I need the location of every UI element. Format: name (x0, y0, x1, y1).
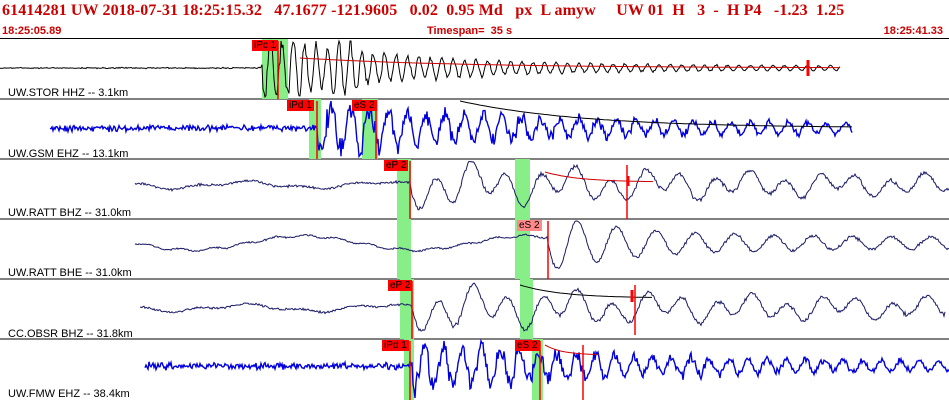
pick-flag-gsm-s[interactable]: eS 2 (352, 100, 377, 111)
p-pick-window (404, 339, 414, 400)
station-label-gsm: UW.GSM EHZ -- 13.1km (8, 148, 129, 160)
station-label-ratt-bhz: UW.RATT BHZ -- 31.0km (8, 207, 132, 219)
p-pick-window (400, 279, 414, 339)
pick-flag-fmw-p[interactable]: iPd 1 (382, 340, 409, 351)
end-time-label: 18:25:41.33 (883, 25, 943, 37)
timespan-label: Timespan= 35 s (427, 25, 513, 37)
station-label-ratt-bhe: UW.RATT BHE -- 31.0km (8, 267, 132, 279)
p-pick-window (397, 159, 411, 219)
pick-flag-stor-p[interactable]: iPc 1 (252, 40, 279, 51)
waveform-trace (0, 39, 841, 99)
coda-fit-curve (459, 100, 852, 128)
waveform-trace (134, 220, 949, 270)
event-summary-title: 61414281 UW 2018-07-31 18:25:15.32 47.16… (2, 2, 845, 19)
pick-flag-fmw-s[interactable]: eS 2 (515, 340, 540, 351)
pick-flag-ratt-p[interactable]: eP 2 (384, 160, 409, 171)
coda-fit-curve (544, 171, 654, 183)
coda-fit-curve (299, 57, 840, 69)
event-header: 61414281 UW 2018-07-31 18:25:15.32 47.16… (0, 0, 949, 24)
waveform-trace (144, 338, 949, 399)
s-pick-window (532, 339, 543, 400)
waveform-trace (139, 282, 946, 332)
s-pick-window (515, 159, 530, 219)
waveform-trace (134, 160, 949, 211)
coda-fit-curve (544, 344, 598, 355)
station-label-fmw: UW.FMW EHZ -- 38.4km (8, 388, 130, 400)
coda-fit-curve (519, 284, 652, 298)
pick-flag-ratt-s[interactable]: eS 2 (517, 220, 542, 231)
waveform-trace (49, 100, 853, 159)
pick-flag-obsr-p[interactable]: eP 2 (388, 280, 413, 291)
station-label-stor: UW.STOR HHZ -- 3.1km (8, 87, 129, 99)
header-divider (0, 38, 949, 39)
start-time-label: 18:25:05.89 (2, 25, 62, 37)
pick-flag-gsm-p[interactable]: iPd 1 (287, 100, 314, 111)
station-label-obsr: CC.OBSR BHZ -- 31.8km (8, 328, 133, 340)
